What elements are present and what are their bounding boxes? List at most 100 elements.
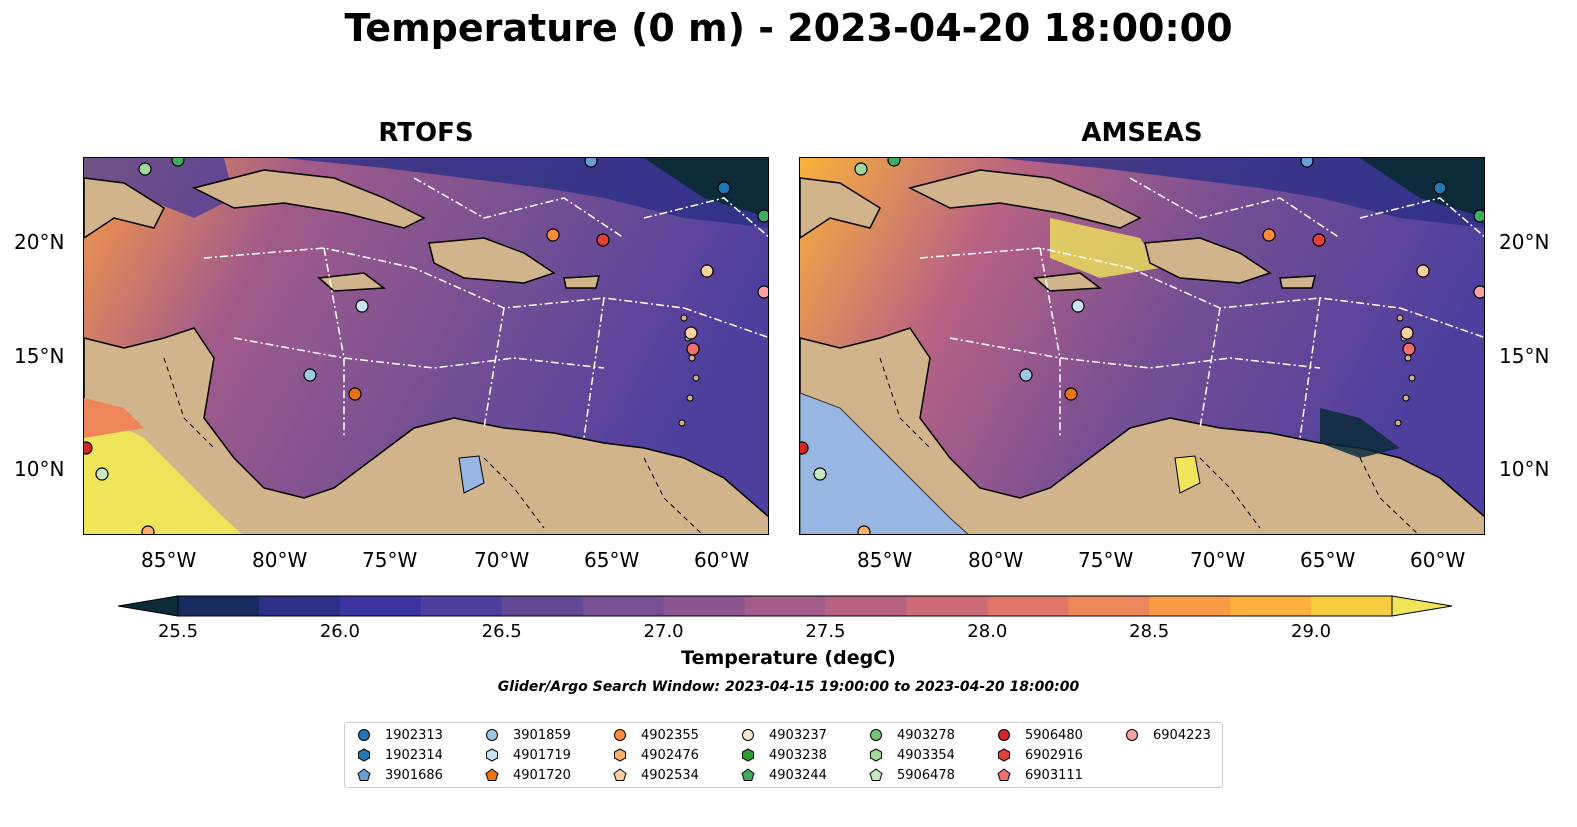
- lon-label-rtofs-75: 75°W: [362, 548, 418, 572]
- colorbar-segment: [339, 596, 422, 616]
- colorbar-tick-label: 26.0: [319, 621, 360, 642]
- lon-label-rtofs-65: 65°W: [584, 548, 640, 572]
- pentagon-marker-icon: [997, 768, 1011, 781]
- lat-label-right-10: 10°N: [1499, 457, 1550, 481]
- legend-item: 3901686: [357, 765, 443, 785]
- legend-item: 4903354: [869, 745, 955, 765]
- lon-label-rtofs-85: 85°W: [141, 548, 197, 572]
- lat-label-right-20: 20°N: [1499, 230, 1550, 254]
- search-window-note: Glider/Argo Search Window: 2023-04-15 19…: [497, 679, 1080, 695]
- circle-marker-icon: [614, 729, 626, 741]
- figure-title: Temperature (0 m) - 2023-04-20 18:00:00: [344, 6, 1233, 50]
- map-rtofs[interactable]: [83, 157, 769, 535]
- legend-label: 1902313: [385, 727, 443, 743]
- colorbar-extend-min: [118, 595, 179, 617]
- float-legend: 1902313 1902314 3901686 3901859 4901719 49017…: [344, 722, 1223, 788]
- colorbar-segment: [1230, 596, 1312, 616]
- hexagon-marker-icon: [742, 748, 754, 762]
- legend-item: 3901859: [485, 725, 571, 745]
- pentagon-marker-icon: [869, 768, 883, 781]
- panel-title-rtofs: RTOFS: [378, 118, 474, 148]
- colorbar-segment: [906, 596, 988, 616]
- legend-item: 4902534: [613, 765, 699, 785]
- colorbar-tick-label: 28.5: [1129, 621, 1170, 642]
- legend-item: 4903278: [869, 725, 955, 745]
- legend-label: 6902916: [1025, 747, 1083, 763]
- lat-label-left-10: 10°N: [14, 457, 65, 481]
- lat-label-left-15: 15°N: [14, 344, 65, 368]
- legend-label: 4901720: [513, 767, 571, 783]
- pentagon-marker-icon: [485, 768, 499, 781]
- lon-label-amseas-75: 75°W: [1078, 548, 1134, 572]
- legend-item: 4903244: [741, 765, 827, 785]
- colorbar-segment: [420, 596, 503, 616]
- colorbar-segment: [501, 596, 584, 616]
- lon-label-amseas-85: 85°W: [857, 548, 913, 572]
- hexagon-marker-icon: [614, 748, 626, 762]
- legend-item: 4902476: [613, 745, 699, 765]
- lon-label-amseas-80: 80°W: [968, 548, 1024, 572]
- colorbar-segment: [744, 596, 826, 616]
- circle-marker-icon: [742, 729, 754, 741]
- colorbar-tick-label: 26.5: [481, 621, 522, 642]
- legend-label: 6903111: [1025, 767, 1083, 783]
- legend-item: 1902314: [357, 745, 443, 765]
- legend-label: 5906478: [897, 767, 955, 783]
- legend-label: 4903244: [769, 767, 827, 783]
- hexagon-marker-icon: [358, 748, 370, 762]
- colorbar-segment: [178, 596, 260, 616]
- legend-label: 5906480: [1025, 727, 1083, 743]
- legend-item: 6902916: [997, 745, 1083, 765]
- lon-label-rtofs-80: 80°W: [252, 548, 308, 572]
- legend-label: 4902355: [641, 727, 699, 743]
- circle-marker-icon: [358, 729, 370, 741]
- lon-label-rtofs-60: 60°W: [694, 548, 750, 572]
- lat-label-right-15: 15°N: [1499, 344, 1550, 368]
- colorbar-segment: [825, 596, 907, 616]
- legend-label: 1902314: [385, 747, 443, 763]
- legend-label: 4902476: [641, 747, 699, 763]
- legend-label: 4903278: [897, 727, 955, 743]
- colorbar-segment: [663, 596, 746, 616]
- lon-label-amseas-65: 65°W: [1300, 548, 1356, 572]
- lon-label-rtofs-70: 70°W: [474, 548, 530, 572]
- legend-item: 4901719: [485, 745, 571, 765]
- legend-label: 6904223: [1153, 727, 1211, 743]
- colorbar-tick-label: 25.5: [157, 621, 199, 642]
- legend-item: 5906480: [997, 725, 1083, 745]
- legend-item: 1902313: [357, 725, 443, 745]
- circle-marker-icon: [486, 729, 498, 741]
- legend-item: 5906478: [869, 765, 955, 785]
- legend-label: 4901719: [513, 747, 571, 763]
- colorbar-label: Temperature (degC): [681, 647, 896, 669]
- colorbar-tick-label: 29.0: [1291, 621, 1332, 642]
- legend-label: 3901859: [513, 727, 571, 743]
- map-amseas[interactable]: [799, 157, 1485, 535]
- pentagon-marker-icon: [741, 768, 755, 781]
- colorbar-segment: [582, 596, 665, 616]
- legend-label: 4903238: [769, 747, 827, 763]
- hexagon-marker-icon: [870, 748, 882, 762]
- legend-item: 6904223: [1125, 725, 1211, 745]
- colorbar-extend-max: [1391, 595, 1452, 617]
- panel-title-amseas: AMSEAS: [1081, 118, 1203, 148]
- colorbar-segment: [1149, 596, 1231, 616]
- circle-marker-icon: [1126, 729, 1138, 741]
- lat-label-left-20: 20°N: [14, 230, 65, 254]
- colorbar: [118, 595, 1452, 617]
- pentagon-marker-icon: [357, 768, 371, 781]
- pentagon-marker-icon: [613, 768, 627, 781]
- colorbar-segment: [1311, 596, 1393, 616]
- legend-item: 6903111: [997, 765, 1083, 785]
- legend-item: 4903237: [741, 725, 827, 745]
- legend-item: 4902355: [613, 725, 699, 745]
- lon-label-amseas-70: 70°W: [1190, 548, 1246, 572]
- lon-label-amseas-60: 60°W: [1410, 548, 1466, 572]
- circle-marker-icon: [998, 729, 1010, 741]
- legend-label: 4902534: [641, 767, 699, 783]
- colorbar-segment: [258, 596, 341, 616]
- legend-label: 3901686: [385, 767, 443, 783]
- hexagon-marker-icon: [486, 748, 498, 762]
- legend-label: 4903237: [769, 727, 827, 743]
- circle-marker-icon: [870, 729, 882, 741]
